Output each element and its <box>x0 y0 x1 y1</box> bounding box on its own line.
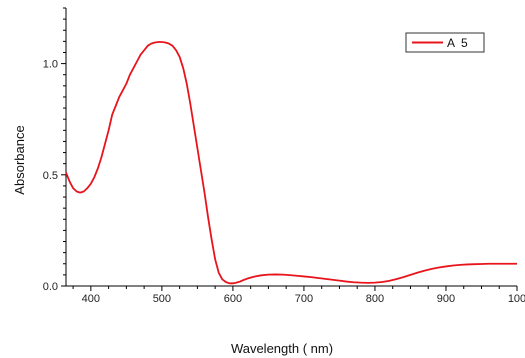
x-tick-label: 600 <box>224 293 242 305</box>
x-tick-label: 500 <box>153 293 171 305</box>
axes <box>65 8 517 287</box>
x-axis-title: Wavelength ( nm) <box>231 341 333 356</box>
y-ticks: 0.0 0.5 1.0 <box>43 7 66 293</box>
y-tick-label: 1.0 <box>43 59 58 71</box>
legend-label: A 5 <box>447 36 468 50</box>
y-tick-label: 0.0 <box>43 281 58 293</box>
x-tick-label: 100 <box>508 293 525 305</box>
legend: A 5 <box>405 32 485 53</box>
legend-box <box>405 32 485 53</box>
y-tick-label: 0.5 <box>43 170 58 182</box>
x-tick-label: 700 <box>295 293 313 305</box>
x-tick-label: 900 <box>437 293 455 305</box>
series-line <box>65 41 517 285</box>
x-tick-label: 800 <box>366 293 384 305</box>
y-axis-title: Absorbance <box>12 125 27 194</box>
series-layer <box>65 41 517 285</box>
x-tick-label: 400 <box>82 293 100 305</box>
x-ticks: 400 500 600 700 800 900 100 <box>72 286 525 305</box>
